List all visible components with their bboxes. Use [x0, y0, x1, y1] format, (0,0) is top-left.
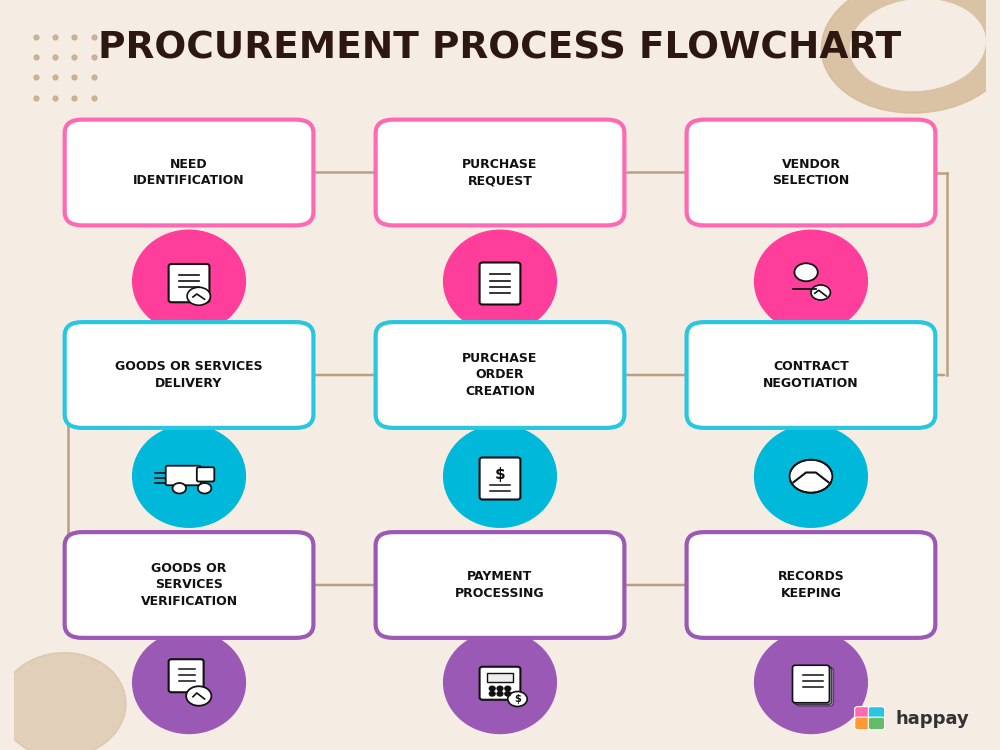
FancyBboxPatch shape	[794, 667, 831, 704]
Text: PAYMENT
PROCESSING: PAYMENT PROCESSING	[455, 570, 545, 600]
Text: PURCHASE
ORDER
CREATION: PURCHASE ORDER CREATION	[462, 352, 538, 398]
FancyBboxPatch shape	[169, 264, 209, 302]
FancyBboxPatch shape	[868, 717, 885, 730]
Text: NEED
IDENTIFICATION: NEED IDENTIFICATION	[133, 158, 245, 188]
FancyBboxPatch shape	[687, 532, 935, 638]
Ellipse shape	[133, 230, 245, 332]
Text: $: $	[514, 694, 521, 704]
Circle shape	[505, 686, 511, 691]
Circle shape	[489, 686, 495, 691]
Ellipse shape	[755, 230, 867, 332]
Text: PURCHASE
REQUEST: PURCHASE REQUEST	[462, 158, 538, 188]
FancyBboxPatch shape	[480, 667, 520, 700]
FancyBboxPatch shape	[65, 119, 313, 225]
Circle shape	[489, 692, 495, 696]
Ellipse shape	[444, 632, 556, 734]
Circle shape	[186, 686, 211, 706]
Circle shape	[497, 692, 503, 696]
FancyBboxPatch shape	[169, 659, 204, 692]
FancyBboxPatch shape	[65, 532, 313, 638]
Circle shape	[187, 287, 210, 305]
FancyBboxPatch shape	[868, 706, 885, 719]
FancyBboxPatch shape	[480, 458, 520, 500]
FancyBboxPatch shape	[376, 119, 624, 225]
FancyBboxPatch shape	[487, 673, 513, 682]
Ellipse shape	[755, 425, 867, 527]
Ellipse shape	[850, 0, 985, 91]
Text: CONTRACT
NEGOTIATION: CONTRACT NEGOTIATION	[763, 360, 859, 390]
Circle shape	[173, 483, 186, 494]
FancyBboxPatch shape	[65, 322, 313, 428]
Text: happay: happay	[896, 710, 969, 728]
Ellipse shape	[821, 0, 1000, 113]
Ellipse shape	[444, 230, 556, 332]
Circle shape	[811, 285, 830, 300]
Text: GOODS OR
SERVICES
VERIFICATION: GOODS OR SERVICES VERIFICATION	[140, 562, 238, 608]
Text: VENDOR
SELECTION: VENDOR SELECTION	[772, 158, 850, 188]
FancyBboxPatch shape	[687, 119, 935, 225]
FancyBboxPatch shape	[480, 262, 520, 305]
FancyBboxPatch shape	[796, 668, 833, 706]
FancyBboxPatch shape	[197, 467, 214, 482]
FancyBboxPatch shape	[166, 466, 201, 485]
Ellipse shape	[755, 632, 867, 734]
Text: PROCUREMENT PROCESS FLOWCHART: PROCUREMENT PROCESS FLOWCHART	[98, 31, 902, 67]
Ellipse shape	[0, 652, 126, 750]
Text: GOODS OR SERVICES
DELIVERY: GOODS OR SERVICES DELIVERY	[115, 360, 263, 390]
FancyBboxPatch shape	[855, 717, 871, 730]
Ellipse shape	[133, 425, 245, 527]
Text: RECORDS
KEEPING: RECORDS KEEPING	[778, 570, 844, 600]
FancyBboxPatch shape	[376, 322, 624, 428]
Ellipse shape	[133, 632, 245, 734]
Circle shape	[794, 263, 818, 281]
Circle shape	[198, 483, 211, 494]
FancyBboxPatch shape	[792, 665, 829, 703]
Circle shape	[505, 692, 511, 696]
Circle shape	[497, 686, 503, 691]
FancyBboxPatch shape	[855, 706, 871, 719]
Circle shape	[508, 692, 527, 706]
Text: $: $	[495, 467, 505, 482]
Circle shape	[790, 460, 832, 493]
Ellipse shape	[444, 425, 556, 527]
FancyBboxPatch shape	[687, 322, 935, 428]
FancyBboxPatch shape	[376, 532, 624, 638]
